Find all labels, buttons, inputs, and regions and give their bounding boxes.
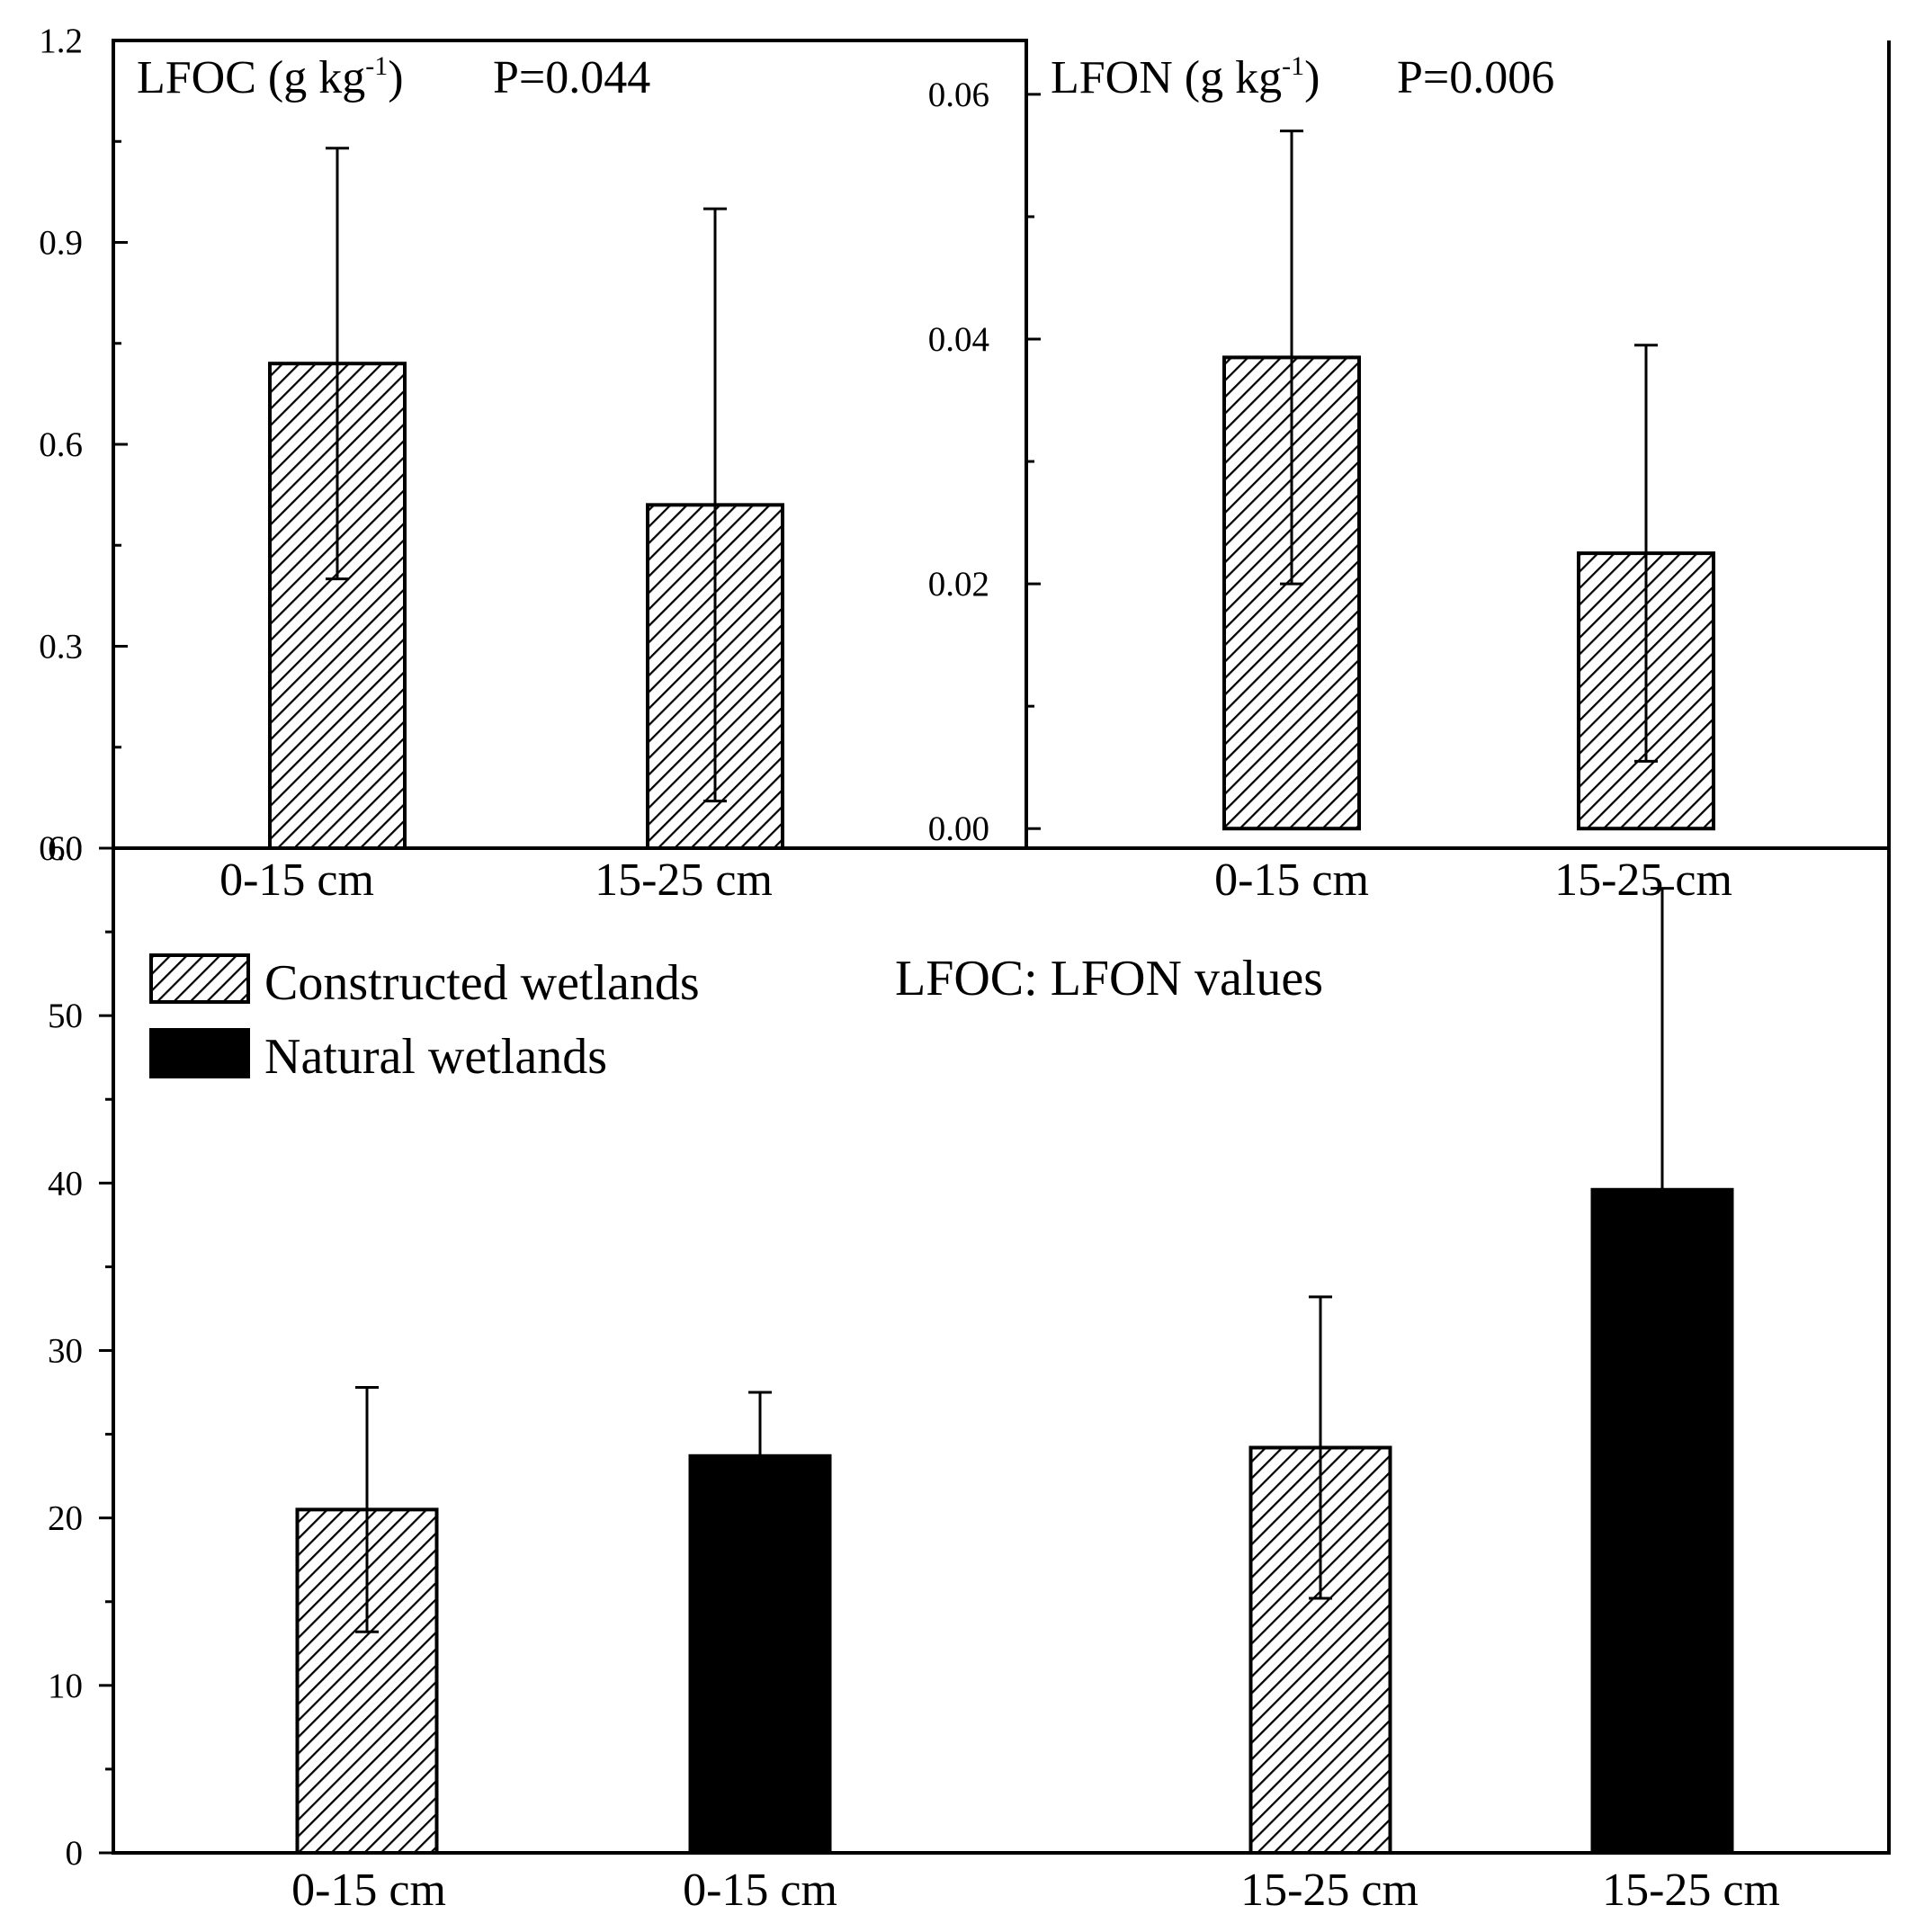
panel-lfon: 0.00 0.02 0.04 0.06 LFON (g kg-1) P=0.006 0… xyxy=(928,40,1891,906)
lfon-title-superscript: -1 xyxy=(1282,51,1304,81)
ratio-x-label-3: 15-25 cm xyxy=(1602,1865,1780,1916)
lfoc-ytick-label-4: 1.2 xyxy=(39,22,83,60)
lfon-title: LFON (g kg-1) xyxy=(1051,51,1320,103)
lfoc-x-label-1: 15-25 cm xyxy=(595,854,773,906)
ratio-ytick-label-2: 20 xyxy=(48,1499,83,1538)
ratio-bars xyxy=(295,887,1734,1856)
lfon-p-value: P=0.006 xyxy=(1397,52,1554,103)
ratio-title: LFOC: LFON values xyxy=(895,951,1323,1006)
lfoc-plot-frame xyxy=(112,39,1028,850)
lfon-ytick-label-0: 0.00 xyxy=(928,809,989,848)
lfon-bars xyxy=(1222,130,1715,831)
lfon-x-label-0: 0-15 cm xyxy=(1214,854,1369,906)
ratio-ytick-label-5: 50 xyxy=(48,997,83,1035)
lfon-ytick-label-3: 0.06 xyxy=(928,76,989,114)
panel-lfoc: 0.0 0.3 0.6 0.9 1.2 LFOC (g kg-1) P=0.044 0-… xyxy=(39,22,1028,906)
legend-label-constructed: Constructed wetlands xyxy=(264,955,700,1011)
lfon-ytick-label-1: 0.02 xyxy=(928,565,989,604)
lfon-yaxis-ticks: 0.00 0.02 0.04 0.06 xyxy=(928,76,1041,848)
lfoc-p-value: P=0.044 xyxy=(493,52,650,103)
lfoc-ytick-label-0: 0.0 xyxy=(39,829,83,868)
ratio-ytick-label-6: 60 xyxy=(48,829,83,868)
lfoc-bars xyxy=(268,147,784,850)
lfoc-ytick-label-2: 0.6 xyxy=(39,425,83,464)
ratio-x-label-2: 15-25 cm xyxy=(1240,1865,1418,1916)
legend-label-natural: Natural wetlands xyxy=(264,1029,607,1085)
lfoc-x-label-0: 0-15 cm xyxy=(219,854,374,906)
ratio-x-label-1: 0-15 cm xyxy=(683,1865,837,1916)
ratio-ytick-label-4: 40 xyxy=(48,1164,83,1203)
lfoc-ytick-label-3: 0.9 xyxy=(39,224,83,263)
lfon-x-label-1: 15-25 cm xyxy=(1554,854,1732,906)
lfoc-title: LFOC (g kg-1) xyxy=(137,51,404,103)
ratio-ytick-label-3: 30 xyxy=(48,1332,83,1371)
ratio-ytick-label-1: 10 xyxy=(48,1667,83,1705)
lfoc-ytick-label-1: 0.3 xyxy=(39,628,83,666)
lfon-ytick-label-2: 0.04 xyxy=(928,320,989,359)
legend-swatch-natural xyxy=(149,1028,250,1078)
lfoc-title-superscript: -1 xyxy=(365,51,388,81)
ratio-bar-1 xyxy=(688,1453,832,1856)
lfoc-yaxis-ticks: 0.0 0.3 0.6 0.9 1.2 xyxy=(39,22,128,868)
ratio-ytick-label-0: 0 xyxy=(66,1834,84,1873)
legend-swatch-constructed xyxy=(149,953,250,1004)
ratio-yaxis-ticks: 0 10 20 30 40 50 60 xyxy=(48,829,113,1873)
legend: Constructed wetlands Natural wetlands xyxy=(149,953,700,1085)
ratio-x-label-0: 0-15 cm xyxy=(291,1865,446,1916)
panel-ratio: 0 10 20 30 40 50 60 LFOC: LFON values Construc… xyxy=(48,829,1891,1916)
